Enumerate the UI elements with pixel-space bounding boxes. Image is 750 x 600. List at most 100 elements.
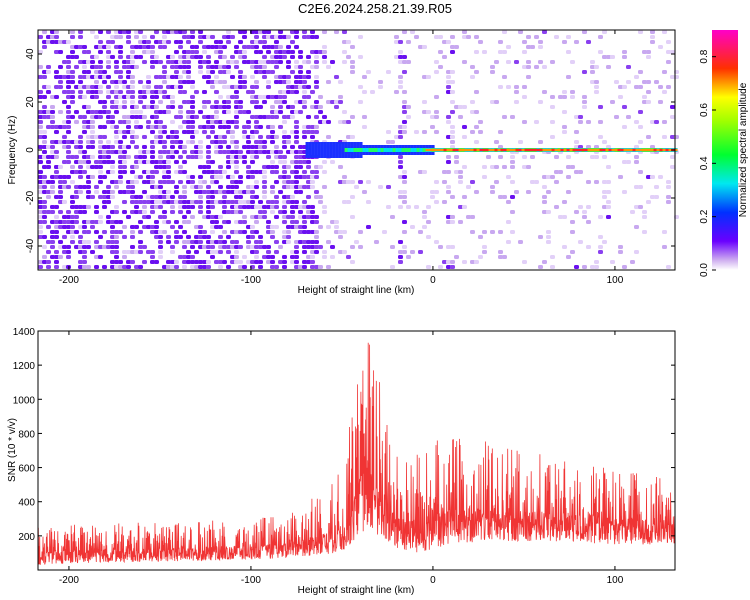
spectrogram-cell bbox=[162, 90, 167, 94]
spectrogram-cell bbox=[254, 140, 259, 144]
spectrogram-cell bbox=[174, 50, 179, 54]
spectrogram-cell bbox=[110, 160, 115, 164]
spectrogram-cell bbox=[94, 55, 99, 59]
spectrogram-cell bbox=[82, 125, 87, 129]
spectrogram-cell bbox=[402, 110, 407, 114]
spectrogram-cell bbox=[638, 85, 643, 89]
spectrogram-cell bbox=[122, 120, 127, 124]
spectrogram-cell bbox=[226, 265, 231, 269]
spectrogram-cell bbox=[90, 225, 95, 229]
spectrogram-cell bbox=[170, 265, 175, 269]
spectrogram-cell bbox=[406, 40, 411, 44]
spectrogram-cell bbox=[86, 160, 91, 164]
spectrogram-cell bbox=[166, 110, 171, 114]
spectrogram-cell bbox=[302, 225, 307, 229]
spectrogram-cell bbox=[338, 95, 343, 99]
spectrogram-cell bbox=[86, 190, 91, 194]
spectrogram-cell bbox=[250, 205, 255, 209]
spectrogram-cell bbox=[150, 195, 155, 199]
spectrogram-cell bbox=[194, 145, 199, 149]
spectrogram-cell bbox=[566, 190, 571, 194]
spectrogram-cell bbox=[78, 60, 83, 64]
spectrogram-cell bbox=[182, 60, 187, 64]
spectrogram-cell bbox=[170, 135, 175, 139]
spectrogram-cell bbox=[674, 148, 678, 152]
spectrogram-cell bbox=[522, 260, 527, 264]
spectrogram-cell bbox=[426, 265, 431, 269]
spectrogram-cell bbox=[174, 130, 179, 134]
spectrogram-cell bbox=[122, 80, 127, 84]
spectrogram-cell bbox=[210, 215, 215, 219]
spectrogram-cell bbox=[286, 225, 291, 229]
spectrogram-cell bbox=[342, 230, 347, 234]
spectrogram-cell bbox=[94, 35, 99, 39]
spectrogram-cell bbox=[402, 55, 407, 59]
spectrogram-cell bbox=[166, 155, 171, 159]
spectrogram-cell bbox=[638, 170, 643, 174]
spectrogram-cell bbox=[318, 225, 323, 229]
spectrogram-cell bbox=[54, 230, 59, 234]
spectrogram-cell bbox=[210, 80, 215, 84]
spectrogram-cell bbox=[190, 260, 195, 264]
spectrogram-cell bbox=[106, 190, 111, 194]
spectrogram-cell bbox=[54, 225, 59, 229]
spectrogram-cell bbox=[234, 60, 239, 64]
spectrogram-cell bbox=[210, 225, 215, 229]
spectrogram-cell bbox=[110, 210, 115, 214]
spectrogram-cell bbox=[110, 225, 115, 229]
spectrogram-cell bbox=[566, 165, 571, 169]
spectrogram-cell bbox=[338, 230, 343, 234]
spectrogram-cell bbox=[138, 150, 143, 154]
spectrogram-cell bbox=[306, 240, 311, 244]
spectrogram-cell bbox=[186, 60, 191, 64]
spectrogram-cell bbox=[146, 80, 151, 84]
spectrogram-cell bbox=[274, 45, 279, 49]
spectrogram-cell bbox=[42, 130, 47, 134]
spectrogram-cell bbox=[254, 80, 259, 84]
spectrogram-cell bbox=[190, 175, 195, 179]
spectrogram-cell bbox=[218, 70, 223, 74]
spectrogram-cell bbox=[94, 65, 99, 69]
spectrogram-cell bbox=[278, 60, 283, 64]
spectrogram-cell bbox=[254, 230, 259, 234]
spectrogram-cell bbox=[526, 75, 531, 79]
spectrogram-cell bbox=[106, 120, 111, 124]
spectrogram-cell bbox=[182, 150, 187, 154]
spectrogram-cell bbox=[202, 115, 207, 119]
spectrogram-cell bbox=[318, 200, 323, 204]
spectrogram-cell bbox=[150, 130, 155, 134]
spectrogram-cell bbox=[302, 95, 307, 99]
spectrogram-cell bbox=[86, 205, 91, 209]
spectrogram-cell bbox=[521, 148, 525, 152]
spectrogram-cell bbox=[346, 135, 351, 139]
spectrogram-cell bbox=[302, 160, 307, 164]
spectrogram-cell bbox=[50, 115, 55, 119]
spectrogram-cell bbox=[214, 50, 219, 54]
spectrogram-cell bbox=[606, 215, 611, 219]
spectrogram-cell bbox=[266, 225, 271, 229]
spectrogram-cell bbox=[290, 220, 295, 224]
spectrogram-cell bbox=[202, 60, 207, 64]
spectrogram-cell bbox=[474, 125, 479, 129]
spectrogram-cell bbox=[290, 225, 295, 229]
spectrogram-cell bbox=[58, 210, 63, 214]
spectrogram-cell bbox=[158, 230, 163, 234]
spectrogram-cell bbox=[62, 160, 67, 164]
spectrogram-cell bbox=[142, 85, 147, 89]
spectrogram-cell bbox=[246, 260, 251, 264]
spectrogram-cell bbox=[82, 70, 87, 74]
spectrogram-cell bbox=[146, 250, 151, 254]
spectrogram-cell bbox=[162, 180, 167, 184]
spectrogram-cell bbox=[214, 215, 219, 219]
spectrogram-cell bbox=[538, 235, 543, 239]
spectrogram-cell bbox=[134, 205, 139, 209]
spectrogram-cell bbox=[130, 230, 135, 234]
spectrogram-cell bbox=[218, 265, 223, 269]
spectrogram-cell bbox=[134, 120, 139, 124]
spectrogram-cell bbox=[198, 225, 203, 229]
spectrogram-cell bbox=[102, 135, 107, 139]
spectrogram-cell bbox=[230, 200, 235, 204]
spectrogram-cell bbox=[562, 40, 567, 44]
spectrogram-cell bbox=[394, 135, 399, 139]
spectrogram-cell bbox=[398, 130, 403, 134]
